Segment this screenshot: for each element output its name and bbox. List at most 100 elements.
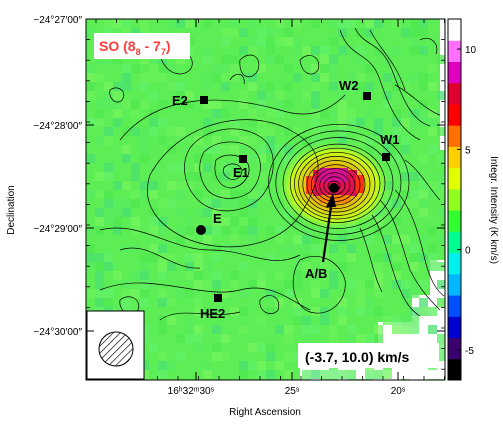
velocity-badge: (-3.7, 10.0) km/s [298, 343, 439, 368]
x-axis-ticks: 16ʰ32ᵐ30ˢ 25ˢ 20ˢ [168, 19, 406, 397]
source-label: E2 [172, 93, 188, 108]
source-ab-contour-ring [289, 143, 386, 223]
contour-line [299, 55, 320, 75]
source-ab-contour-ring [319, 172, 351, 199]
y-axis-ticks: −24°27′00″ −24°28′00″ −24°29′00″ −24°30′00″ [33, 15, 445, 338]
colorbar-label: Integr. Intensity (K km/s) [488, 156, 499, 264]
colorbar-tick-label: 5 [465, 145, 471, 156]
colorbar-segment [448, 295, 461, 317]
source-label: E [213, 211, 222, 226]
source-marker-square [382, 153, 390, 161]
colorbar: 10 5 0 -5 [447, 18, 477, 381]
source-ab-contour-ring [323, 176, 346, 195]
y-axis-label: Declination [6, 185, 17, 234]
source-markers: E2 E1 E HE2 A/B W2 W1 [172, 78, 400, 321]
colorbar-segment [448, 167, 461, 190]
colorbar-segment [448, 316, 461, 339]
x-tick-label: 16ʰ32ᵐ30ˢ [168, 386, 215, 397]
contour-line [99, 227, 301, 261]
source-he2: HE2 [200, 294, 225, 321]
ab-arrow [321, 193, 336, 263]
colorbar-segment [448, 40, 461, 62]
contour-line [109, 87, 125, 103]
source-w2: W2 [339, 78, 371, 100]
colorbar-segment [448, 252, 461, 275]
source-ab-contour-ring [306, 160, 366, 209]
contour-line [119, 247, 201, 269]
plot-area [85, 18, 446, 381]
contour-line [184, 128, 274, 212]
x-axis-label: Right Ascension [229, 407, 301, 418]
source-ab-contour-ring [275, 130, 402, 235]
source-ab-contour-ring [310, 164, 361, 206]
colorbar-segment [448, 210, 461, 232]
colorbar-segment [448, 103, 461, 126]
source-marker-square [363, 92, 371, 100]
contour-line [119, 296, 140, 314]
colorbar-segment [448, 231, 461, 254]
source-marker-square [239, 155, 247, 163]
colorbar-segment [448, 337, 461, 360]
source-ab-contour-ring [282, 137, 394, 229]
source-label: HE2 [200, 306, 225, 321]
colorbar-segment [448, 146, 461, 169]
source-marker-circle [196, 225, 206, 235]
source-ab: A/B [305, 183, 339, 281]
beam-ellipse [98, 331, 134, 367]
colorbar-tick-label: 10 [465, 45, 477, 56]
source-ab-contour-ring [298, 151, 376, 216]
y-tick-label: −24°28′00″ [33, 121, 82, 132]
colorbar-segment [448, 358, 461, 381]
x-tick-label: 20ˢ [391, 386, 406, 397]
colorbar-segment [448, 188, 461, 211]
colorbar-tick-label: -5 [465, 346, 474, 357]
contour-line [119, 94, 346, 141]
colorbar-segment [448, 273, 461, 296]
contour-line [229, 73, 245, 85]
source-ab-contour-ring [294, 147, 381, 220]
contour-line [199, 141, 261, 199]
contour-line [159, 311, 241, 321]
source-ab-contour-ring [315, 168, 356, 202]
contour-line [214, 154, 250, 189]
source-e: E [196, 211, 222, 235]
colorbar-frame [447, 18, 462, 381]
source-e2: E2 [172, 93, 208, 108]
colorbar-tick-label: 0 [465, 246, 471, 257]
contour-line [369, 29, 406, 91]
beam-box [86, 310, 145, 380]
source-ab-contour-rings [268, 123, 410, 241]
contour-line [339, 29, 421, 141]
contour-line [292, 256, 346, 314]
contour-line [99, 282, 311, 311]
colorbar-segment [448, 82, 461, 105]
contour-line [371, 214, 421, 317]
source-label: A/B [305, 266, 327, 281]
source-marker-square [214, 294, 222, 302]
intensity-contours [99, 27, 445, 321]
plot-frame [85, 18, 446, 381]
y-tick-label: −24°29′00″ [33, 224, 82, 235]
source-w1: W1 [380, 132, 400, 161]
source-label: W2 [339, 78, 359, 93]
y-tick-label: −24°30′00″ [33, 327, 82, 338]
contour-line [394, 189, 445, 297]
contour-line [359, 227, 383, 293]
source-marker-circle [329, 183, 339, 193]
contour-line [354, 27, 431, 127]
contour-line [222, 163, 243, 180]
source-label: E1 [233, 165, 249, 180]
source-label: W1 [380, 132, 400, 147]
chart-title: SO (88 - 77) [99, 38, 171, 57]
contour-line [379, 199, 441, 311]
colorbar-segment [448, 61, 461, 84]
map-pixels [86, 19, 445, 380]
contour-line [147, 119, 319, 248]
source-e1: E1 [233, 155, 249, 180]
colorbar-segment [448, 125, 461, 147]
source-ab-contour-ring [268, 123, 410, 241]
contour-line [419, 37, 438, 55]
frame-minor-ticks [86, 18, 445, 380]
source-marker-square [200, 96, 208, 104]
